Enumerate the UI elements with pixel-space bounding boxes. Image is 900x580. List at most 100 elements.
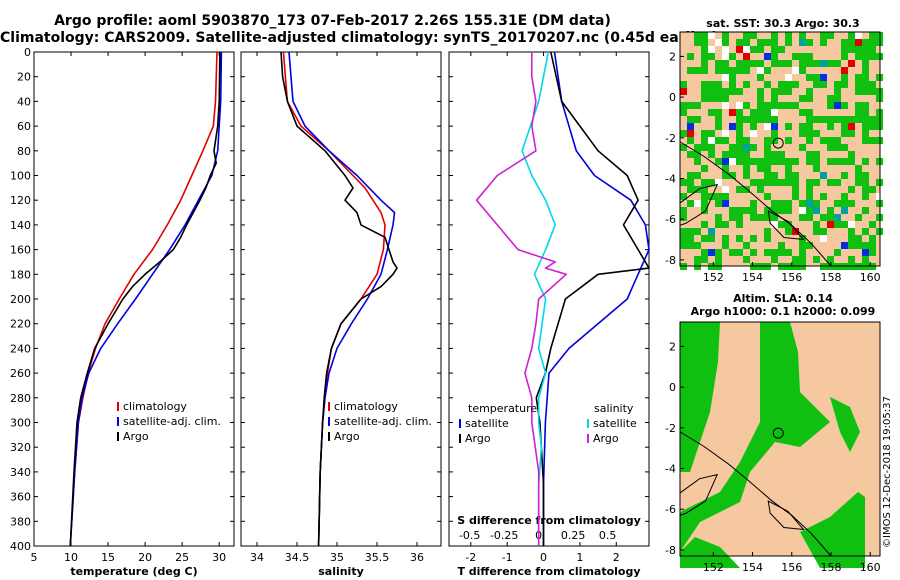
sst-map-sst-cell bbox=[694, 228, 701, 235]
sst-map-sst-cell bbox=[736, 46, 743, 53]
figure-title-line2: Climatology: CARS2009. Satellite-adjuste… bbox=[0, 30, 718, 46]
sst-map-sst-cell bbox=[862, 256, 869, 263]
sst-map-sst-cell bbox=[778, 207, 785, 214]
sst-map-sst-cell bbox=[806, 207, 813, 214]
sst-map-lon-tick-label: 160 bbox=[860, 271, 881, 284]
sst-map-sst-cell bbox=[771, 200, 778, 207]
sst-map-sst-cell bbox=[736, 221, 743, 228]
sst-map-sst-cell bbox=[827, 179, 834, 186]
sst-map-sst-cell bbox=[708, 109, 715, 116]
difference-xtick-label: 0 bbox=[540, 551, 547, 564]
sst-map-sst-cell bbox=[736, 144, 743, 151]
sst-map-sst-cell bbox=[792, 102, 799, 109]
sst-map-sst-cell bbox=[813, 74, 820, 81]
sst-map-sst-cell bbox=[855, 102, 862, 109]
sst-map-sst-cell bbox=[736, 60, 743, 67]
sst-map-sst-cell bbox=[806, 200, 813, 207]
sst-map-sst-cell bbox=[680, 242, 687, 249]
sst-map-argo-position-marker bbox=[772, 137, 784, 149]
sst-map-sst-cell bbox=[848, 60, 855, 67]
sst-map-sst-cell bbox=[701, 53, 708, 60]
difference-panel-frame bbox=[448, 51, 650, 547]
sst-map-sst-cell bbox=[827, 221, 834, 228]
sst-map-sst-cell bbox=[862, 172, 869, 179]
sst-map-sst-cell bbox=[827, 144, 834, 151]
sst-map-sst-cell bbox=[834, 221, 841, 228]
sst-map-sst-cell bbox=[792, 67, 799, 74]
salinity-xtick-label: 34 bbox=[250, 551, 264, 564]
sst-map-sst-cell bbox=[771, 46, 778, 53]
sst-map-sst-cell bbox=[764, 67, 771, 74]
sst-map-sst-cell bbox=[729, 74, 736, 81]
sst-map-sst-cell bbox=[771, 116, 778, 123]
sst-map-sst-cell bbox=[785, 172, 792, 179]
sst-map-sst-cell bbox=[806, 242, 813, 249]
sst-map-sst-cell bbox=[694, 32, 701, 39]
sst-map-title: sat. SST: 30.3 Argo: 30.3 bbox=[706, 17, 860, 30]
sst-map-sst-cell bbox=[736, 235, 743, 242]
sst-map-sst-cell bbox=[778, 81, 785, 88]
sst-map-sst-cell bbox=[757, 60, 764, 67]
sst-map-sst-cell bbox=[694, 102, 701, 109]
temperature-legend-item: climatology bbox=[123, 400, 187, 413]
sst-map-sst-cell bbox=[750, 116, 757, 123]
sst-map-sst-cell bbox=[701, 165, 708, 172]
sla-map-sla-patch bbox=[680, 537, 740, 568]
sst-map-sst-cell bbox=[736, 116, 743, 123]
sst-map-lat-tick-label: 2 bbox=[669, 50, 676, 63]
sst-map-sst-cell bbox=[680, 109, 687, 116]
sst-map-sst-cell bbox=[757, 102, 764, 109]
salinity-line-climatology bbox=[282, 51, 386, 547]
sst-map-coastline bbox=[679, 141, 832, 267]
sst-map-sst-cell bbox=[736, 249, 743, 256]
sst-map-sst-cell bbox=[715, 221, 722, 228]
sst-map-sst-cell bbox=[834, 214, 841, 221]
difference-line-temperature-argo bbox=[535, 51, 650, 546]
sst-map-sst-cell bbox=[729, 158, 736, 165]
sst-map-sst-cell bbox=[855, 235, 862, 242]
difference-legend-temperature-item: satellite bbox=[465, 417, 509, 430]
sst-map-sst-cell bbox=[757, 214, 764, 221]
temperature-xtick-label: 25 bbox=[175, 551, 189, 564]
sst-map-sst-cell bbox=[764, 123, 771, 130]
sst-map-sst-cell bbox=[813, 130, 820, 137]
sst-map-sst-cell bbox=[701, 221, 708, 228]
sst-map-sst-cell bbox=[862, 186, 869, 193]
sst-map-sst-cell bbox=[708, 144, 715, 151]
sst-map-sst-cell bbox=[680, 88, 687, 95]
sst-map-sst-cell bbox=[785, 207, 792, 214]
sst-map-sst-cell bbox=[680, 81, 687, 88]
sst-map-sst-cell bbox=[680, 207, 687, 214]
temperature-line-climatology bbox=[69, 51, 218, 547]
sst-map-sst-cell bbox=[715, 60, 722, 67]
sst-map-sst-cell bbox=[750, 235, 757, 242]
sst-map-sst-cell bbox=[834, 88, 841, 95]
sst-map-sst-cell bbox=[687, 137, 694, 144]
sla-map-title-line2: Argo h1000: 0.1 h2000: 0.099 bbox=[690, 305, 876, 318]
sst-map-sst-cell bbox=[771, 172, 778, 179]
sst-map-sst-cell bbox=[862, 179, 869, 186]
sst-map-sst-cell bbox=[722, 60, 729, 67]
sla-map-sla-patch bbox=[800, 492, 865, 568]
sst-map-sst-cell bbox=[827, 137, 834, 144]
sst-map-sst-cell bbox=[743, 116, 750, 123]
salinity-xtick-label: 36 bbox=[410, 551, 424, 564]
sst-map-sst-cell bbox=[855, 116, 862, 123]
sst-map-sst-cell bbox=[701, 137, 708, 144]
sst-map-sst-cell bbox=[813, 179, 820, 186]
sst-map-sst-cell bbox=[827, 95, 834, 102]
sst-map-sst-cell bbox=[687, 172, 694, 179]
sst-map-sst-cell bbox=[729, 172, 736, 179]
sst-map-sst-cell bbox=[792, 179, 799, 186]
sst-map-sst-cell bbox=[841, 102, 848, 109]
sst-map-sst-cell bbox=[841, 116, 848, 123]
salinity-difference-tick-label: -0.25 bbox=[490, 529, 518, 542]
sst-map-sst-cell bbox=[736, 102, 743, 109]
sst-map-sst-cell bbox=[687, 200, 694, 207]
sst-map-sst-cell bbox=[771, 130, 778, 137]
sst-map-sst-cell bbox=[764, 151, 771, 158]
sst-map-sst-cell bbox=[764, 172, 771, 179]
sst-map-sst-cell bbox=[813, 81, 820, 88]
sst-map-sst-cell bbox=[855, 46, 862, 53]
